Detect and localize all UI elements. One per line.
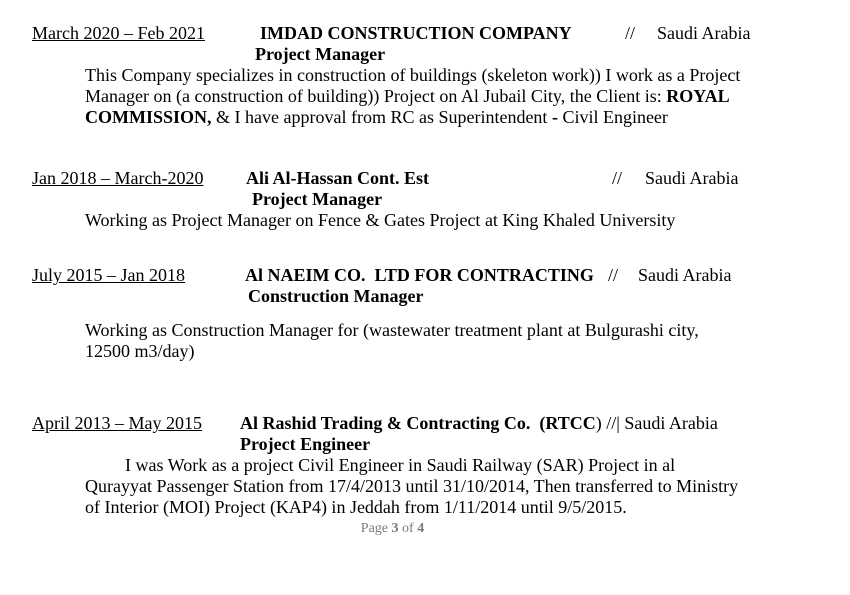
role-title: Construction Manager	[248, 286, 424, 306]
page-footer: Page 3 of 4	[360, 521, 425, 536]
experience-entry-imdad: March 2020 – Feb 2021 IMDAD CONSTRUCTION…	[0, 23, 850, 128]
job-description: This Company specializes in construction…	[85, 65, 741, 127]
date-range: Jan 2018 – March-2020	[32, 168, 204, 188]
company-name: Al NAEIM CO. LTD FOR CONTRACTING	[245, 265, 594, 285]
entry-header: March 2020 – Feb 2021 IMDAD CONSTRUCTION…	[0, 23, 850, 44]
separator-slashes: //	[612, 168, 623, 188]
resume-page: March 2020 – Feb 2021 IMDAD CONSTRUCTION…	[0, 23, 850, 595]
experience-entry-ali-al-hassan: Jan 2018 – March-2020 Ali Al-Hassan Cont…	[0, 168, 850, 231]
location: Saudi Arabia	[638, 265, 732, 285]
experience-entry-al-naeim: July 2015 – Jan 2018 Al NAEIM CO. LTD FO…	[0, 265, 850, 362]
entry-header: Jan 2018 – March-2020 Ali Al-Hassan Cont…	[0, 168, 850, 189]
location: Saudi Arabia	[657, 23, 751, 43]
company-close-paren: )	[595, 413, 602, 433]
location: Saudi Arabia	[624, 413, 718, 433]
role-title: Project Engineer	[240, 434, 371, 454]
entry-header: July 2015 – Jan 2018 Al NAEIM CO. LTD FO…	[0, 265, 850, 286]
experience-entry-al-rashid: April 2013 – May 2015 Al Rashid Trading …	[0, 413, 850, 518]
location: Saudi Arabia	[645, 168, 739, 188]
separator-slashes: //|	[606, 413, 620, 433]
role-title: Project Manager	[252, 189, 383, 209]
company-name: IMDAD CONSTRUCTION COMPANY	[260, 23, 572, 43]
role-title: Project Manager	[255, 44, 386, 64]
date-range: March 2020 – Feb 2021	[32, 23, 205, 43]
company-name: Al Rashid Trading & Contracting Co. (RTC…	[240, 413, 718, 433]
job-description: I was Work as a project Civil Engineer i…	[85, 455, 739, 517]
job-description: Working as Construction Manager for (was…	[85, 320, 699, 361]
separator-slashes: //	[608, 265, 619, 285]
job-description: Working as Project Manager on Fence & Ga…	[85, 210, 676, 230]
date-range: April 2013 – May 2015	[32, 413, 202, 433]
entry-header: April 2013 – May 2015 Al Rashid Trading …	[0, 413, 850, 434]
date-range: July 2015 – Jan 2018	[32, 265, 185, 285]
separator-slashes: //	[625, 23, 636, 43]
company-name: Ali Al-Hassan Cont. Est	[246, 168, 430, 188]
